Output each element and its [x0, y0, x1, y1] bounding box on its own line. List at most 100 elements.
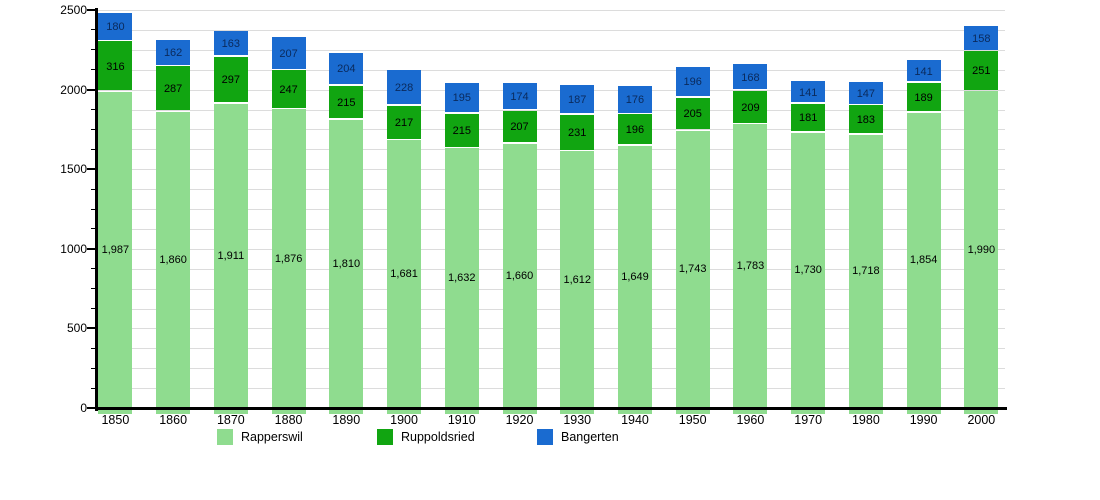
bar-segment-bangerten — [617, 86, 652, 113]
bar-segment-ruppoldsried — [502, 110, 537, 143]
bar-segment-ruppoldsried — [733, 90, 768, 123]
y-axis-line — [95, 8, 98, 411]
bar-label-rapperswil: 1,649 — [621, 270, 649, 283]
bar-label-rapperswil: 1,990 — [967, 243, 996, 256]
y-axis-minor-tick — [91, 29, 95, 31]
gridline — [97, 288, 1005, 290]
x-tick-label: 1920 — [505, 413, 534, 427]
gridline — [97, 209, 1005, 210]
x-axis-line — [95, 407, 1007, 410]
x-tick-label: 1940 — [621, 413, 649, 427]
y-axis-minor-tick — [91, 288, 95, 290]
bar-label-bangerten: 196 — [683, 76, 702, 89]
y-tick-label: 500 — [66, 321, 87, 336]
bar-segment-rapperswil — [906, 112, 941, 414]
x-tick-label: 1900 — [390, 413, 418, 427]
gridline — [97, 308, 1005, 310]
gridline — [97, 89, 1005, 91]
bar-segment-bangerten — [213, 30, 248, 55]
bar-segment-bangerten — [560, 84, 595, 114]
y-axis-major-tick — [87, 327, 95, 330]
bar-segment-rapperswil — [848, 134, 883, 414]
bar-segment-bangerten — [444, 82, 479, 113]
bar-segment-ruppoldsried — [98, 41, 133, 91]
legend-swatch-ruppoldsried-icon — [377, 429, 393, 445]
bar-segment-bangerten — [271, 37, 306, 69]
bar-label-ruppoldsried: 247 — [279, 83, 298, 96]
y-axis-minor-tick — [91, 188, 95, 190]
y-axis-major-tick — [87, 88, 95, 91]
bar-label-bangerten: 168 — [741, 71, 760, 84]
bar-label-ruppoldsried: 205 — [683, 108, 702, 121]
bar-label-ruppoldsried: 189 — [914, 91, 933, 104]
bar-label-ruppoldsried: 181 — [798, 112, 818, 125]
bar-segment-rapperswil — [964, 91, 999, 414]
bar-segment-bangerten — [964, 26, 999, 50]
gridline — [97, 228, 1005, 230]
x-tick-label: 1850 — [101, 413, 130, 427]
bar-label-bangerten: 204 — [337, 63, 356, 76]
legend-label-rapperswil: Rapperswil — [241, 430, 303, 444]
legend-item-bangerten: Bangerten — [537, 429, 619, 445]
gridline — [97, 149, 1005, 151]
bar-segment-ruppoldsried — [387, 105, 422, 139]
bar-label-rapperswil: 1,876 — [274, 252, 303, 265]
bar-label-ruppoldsried: 316 — [106, 60, 125, 73]
legend-item-ruppoldsried: Ruppoldsried — [377, 429, 475, 445]
bar-segment-ruppoldsried — [791, 103, 826, 132]
gridline — [97, 189, 1005, 191]
bar-label-ruppoldsried: 297 — [221, 74, 241, 87]
bar-segment-ruppoldsried — [906, 82, 941, 112]
bar-segment-rapperswil — [271, 109, 306, 414]
legend-label-ruppoldsried: Ruppoldsried — [401, 430, 475, 444]
bar-label-bangerten: 163 — [221, 37, 241, 50]
gridline — [97, 348, 1005, 350]
y-axis-minor-tick — [91, 208, 95, 210]
x-tick-label: 1960 — [736, 413, 765, 427]
y-axis-major-tick — [87, 9, 95, 11]
bar-label-bangerten: 195 — [452, 92, 471, 105]
bar-segment-ruppoldsried — [848, 105, 883, 133]
y-axis-minor-tick — [91, 128, 95, 130]
bar-label-ruppoldsried: 207 — [510, 121, 529, 134]
y-axis-major-tick — [87, 168, 95, 171]
y-axis-minor-tick — [91, 387, 95, 389]
bar-label-rapperswil: 1,854 — [909, 254, 938, 267]
y-axis-minor-tick — [91, 148, 95, 150]
bar-label-ruppoldsried: 217 — [394, 117, 414, 130]
gridline — [97, 268, 1005, 270]
bar-label-bangerten: 141 — [914, 65, 933, 78]
bar-segment-rapperswil — [156, 111, 191, 414]
y-tick-label: 0 — [80, 401, 87, 415]
legend-item-rapperswil: Rapperswil — [217, 429, 303, 445]
legend-swatch-bangerten-icon — [537, 429, 553, 445]
bar-label-ruppoldsried: 196 — [625, 123, 645, 136]
bar-segment-ruppoldsried — [329, 85, 364, 119]
bar-label-bangerten: 147 — [856, 87, 876, 100]
bar-segment-ruppoldsried — [617, 114, 652, 144]
bar-label-rapperswil: 1,612 — [563, 273, 591, 286]
bar-label-ruppoldsried: 287 — [163, 83, 183, 95]
bar-segment-bangerten — [791, 81, 826, 103]
y-tick-label: 1000 — [60, 241, 87, 256]
gridline — [97, 109, 1005, 111]
bar-label-rapperswil: 1,911 — [217, 249, 245, 262]
bar-segment-ruppoldsried — [156, 66, 191, 111]
bar-label-bangerten: 174 — [510, 90, 529, 103]
bar-segment-rapperswil — [444, 148, 479, 414]
bar-segment-rapperswil — [675, 130, 710, 414]
legend-swatch-rapperswil-icon — [217, 429, 233, 445]
gridline — [97, 29, 1005, 31]
bar-segment-rapperswil — [733, 124, 768, 414]
x-tick-label: 1930 — [563, 413, 592, 427]
x-tick-label: 1870 — [216, 413, 245, 427]
y-axis-minor-tick — [91, 367, 95, 369]
gridline — [97, 169, 1005, 171]
bar-label-bangerten: 207 — [279, 47, 298, 60]
y-axis-major-tick — [87, 407, 95, 409]
gridline — [97, 328, 1005, 330]
bar-segment-rapperswil — [617, 145, 652, 414]
gridline — [97, 388, 1005, 390]
bar-label-ruppoldsried: 215 — [452, 125, 471, 138]
